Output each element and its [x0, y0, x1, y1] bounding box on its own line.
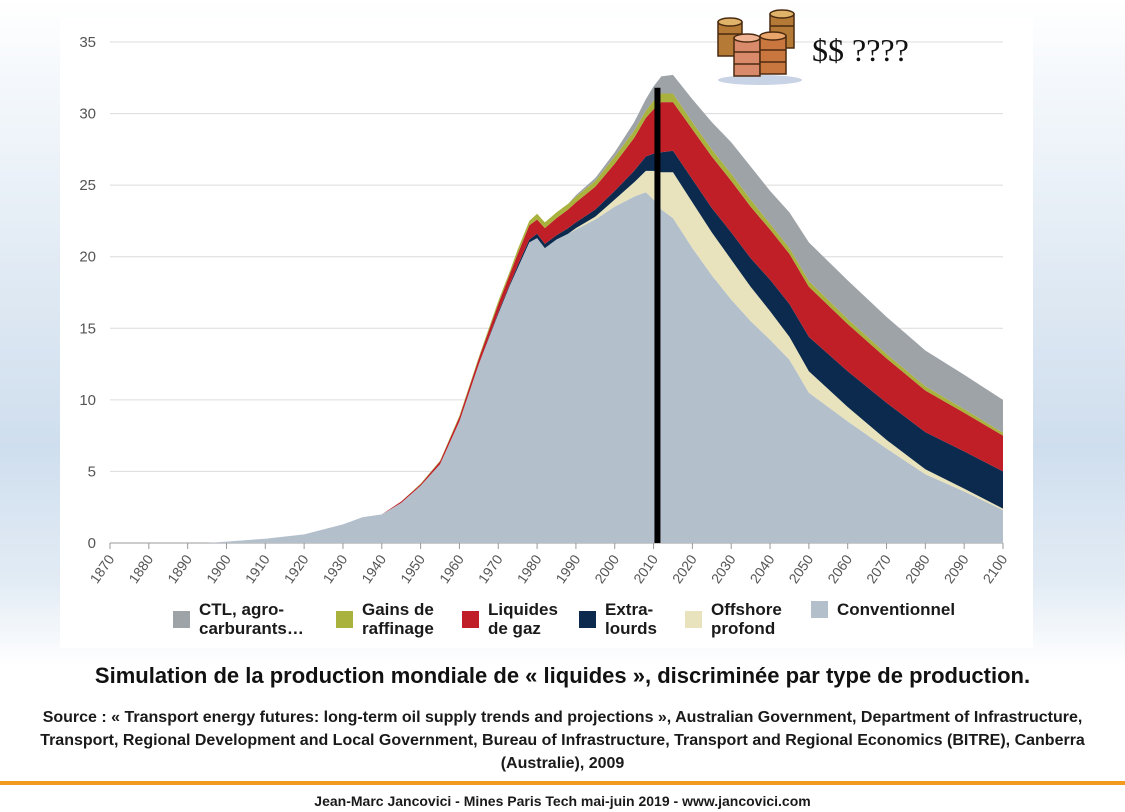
x-tick-label: 1880	[125, 551, 156, 586]
chart-panel: 0 5 10 15 20 25 30 35 1870 1880 1890 1900 1910 1920 19…	[60, 18, 1033, 648]
x-tick-label: 1920	[281, 551, 312, 586]
x-tick-label: 1940	[358, 551, 389, 586]
y-tick-label: 30	[79, 106, 96, 123]
y-tick-label: 10	[79, 392, 96, 409]
y-tick-label: 15	[79, 320, 96, 337]
x-tick-label: 2090	[941, 551, 972, 586]
caption-source: Source : « Transport energy futures: lon…	[40, 709, 1085, 772]
legend-swatch-ctl	[173, 610, 190, 628]
legend-swatch-extra-heavy	[579, 610, 596, 628]
legend-item-gas-liquids: Liquides de gaz	[462, 600, 558, 638]
x-tick-label: 2070	[863, 551, 894, 586]
x-tick-label: 1870	[86, 551, 117, 586]
price-callout: $$ ????	[812, 32, 909, 68]
x-tick-label: 1900	[203, 551, 234, 586]
legend-label-gas-liquids: Liquides de gaz	[488, 600, 558, 638]
x-tick-label: 2000	[591, 551, 622, 586]
x-tick-label: 1930	[319, 551, 350, 586]
x-tick-label: 2010	[630, 551, 661, 586]
legend-item-refining-gains: Gains de raffinage	[336, 600, 434, 638]
x-tick-label: 1960	[436, 551, 467, 586]
footer-rule	[0, 781, 1125, 785]
y-tick-label: 20	[79, 249, 96, 266]
y-tick-label: 25	[79, 177, 96, 194]
y-tick-label: 0	[88, 535, 96, 552]
x-tick-label: 1950	[397, 551, 428, 586]
legend-item-extra-heavy: Extra- lourds	[579, 600, 657, 638]
oil-barrels-icon	[717, 9, 802, 85]
x-tick-label: 2020	[669, 551, 700, 586]
caption-title: Simulation de la production mondiale de …	[94, 663, 1031, 688]
y-tick-label: 35	[79, 34, 96, 51]
x-tick-label: 1890	[164, 551, 195, 586]
legend-label-deep-offshore: Offshore profond	[711, 600, 782, 638]
x-tick-label: 2030	[708, 551, 739, 586]
area-series-5	[207, 74, 1004, 543]
area-layer	[207, 74, 1004, 544]
legend-label-refining-gains: Gains de raffinage	[362, 600, 434, 638]
x-tick-label: 1970	[475, 551, 506, 586]
x-tick-label: 2080	[902, 551, 933, 586]
legend-swatch-conventional	[811, 601, 828, 618]
footer-text: Jean-Marc Jancovici - Mines Paris Tech m…	[314, 793, 811, 809]
legend-item-ctl: CTL, agro- carburants…	[173, 600, 304, 638]
legend-label-extra-heavy: Extra- lourds	[605, 600, 657, 638]
area-series-3	[207, 102, 1004, 544]
legend-item-conventional: Conventionnel	[811, 600, 955, 619]
legend-swatch-deep-offshore	[685, 610, 702, 628]
x-tick-label: 1990	[552, 551, 583, 586]
legend-label-ctl: CTL, agro- carburants…	[199, 600, 304, 638]
legend-item-deep-offshore: Offshore profond	[685, 600, 782, 638]
x-tick-label: 2040	[747, 551, 778, 586]
legend-swatch-gas-liquids	[462, 610, 479, 628]
x-tick-label: 2060	[824, 551, 855, 586]
area-series-0	[207, 192, 1004, 544]
legend-swatch-refining-gains	[336, 610, 353, 628]
legend-label-conventional: Conventionnel	[837, 600, 956, 619]
y-tick-label: 5	[88, 463, 96, 480]
x-tick-label: 1980	[514, 551, 545, 586]
x-tick-label: 1910	[242, 551, 273, 586]
x-tick-label: 2050	[785, 551, 816, 586]
area-series-4	[207, 93, 1004, 543]
x-tick-label: 2100	[979, 551, 1010, 586]
